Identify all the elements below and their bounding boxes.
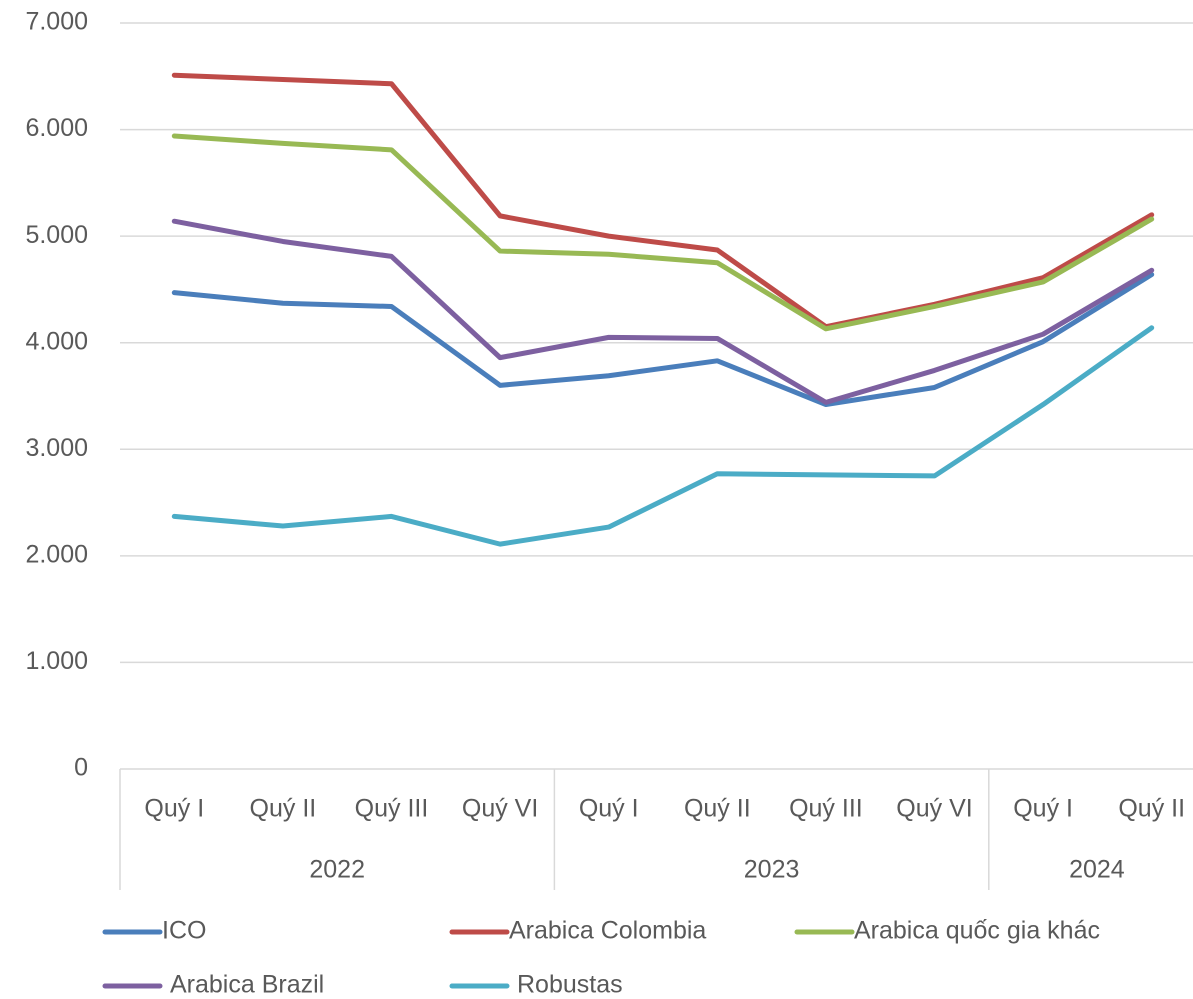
- y-tick-label: 6.000: [25, 114, 88, 142]
- legend-label: Arabica quốc gia khác: [854, 917, 1100, 945]
- series-line: [171, 133, 1155, 332]
- legend-label: ICO: [162, 917, 206, 945]
- legend-label: Arabica Brazil: [170, 971, 324, 999]
- y-tick-label: 1.000: [25, 647, 88, 675]
- y-tick-label: 3.000: [25, 434, 88, 462]
- x-tick-label: Quý I: [579, 795, 639, 823]
- series-line: [171, 325, 1155, 547]
- group-label: 2024: [1069, 856, 1125, 884]
- series-line: [171, 72, 1155, 330]
- group-label: 2023: [744, 856, 800, 884]
- y-tick-label: 2.000: [25, 540, 88, 568]
- group-label: 2022: [309, 856, 365, 884]
- series-line: [171, 272, 1155, 408]
- legend-label: Arabica Colombia: [509, 917, 706, 945]
- x-tick-label: Quý VI: [462, 795, 538, 823]
- x-tick-label: Quý II: [250, 795, 317, 823]
- y-tick-label: 4.000: [25, 327, 88, 355]
- x-tick-label: Quý III: [789, 795, 863, 823]
- x-tick-label: Quý II: [684, 795, 751, 823]
- x-tick-label: Quý III: [355, 795, 429, 823]
- y-tick-label: 7.000: [25, 8, 88, 36]
- x-tick-label: Quý I: [144, 795, 204, 823]
- y-tick-label: 0: [74, 754, 88, 782]
- series-line: [171, 218, 1155, 405]
- x-tick-label: Quý II: [1118, 795, 1185, 823]
- y-tick-label: 5.000: [25, 221, 88, 249]
- legend-label: Robustas: [517, 971, 623, 999]
- x-tick-label: Quý VI: [896, 795, 972, 823]
- x-tick-label: Quý I: [1013, 795, 1073, 823]
